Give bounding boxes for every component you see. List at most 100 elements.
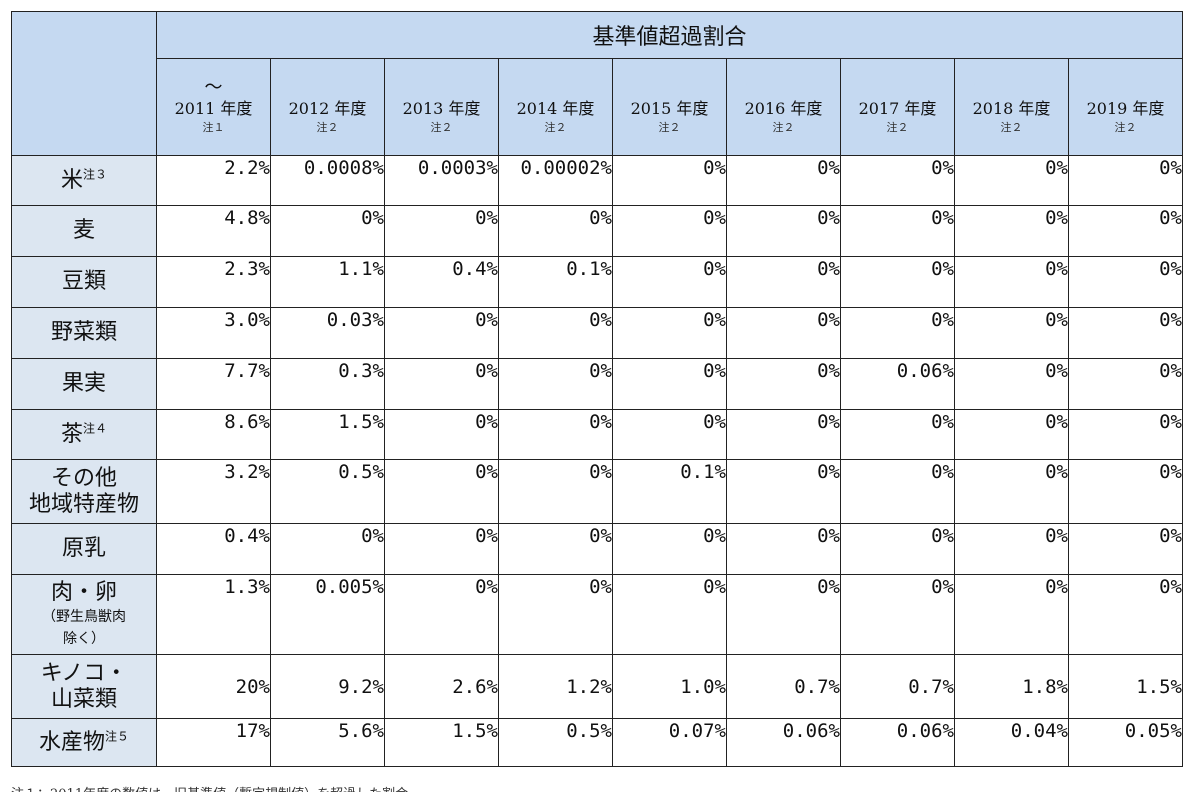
year-note: 注１ bbox=[202, 121, 225, 134]
value-cell: 0% bbox=[954, 155, 1069, 206]
value-cell: 20% bbox=[156, 654, 271, 719]
table-row: 茶注４ 8.6% 1.5% 0% 0% 0% 0% 0% 0% 0% bbox=[11, 409, 1183, 460]
year-note: 注２ bbox=[1000, 121, 1023, 134]
value-cell: 0% bbox=[612, 205, 727, 257]
year-tilde bbox=[1069, 78, 1182, 98]
year-note: 注２ bbox=[430, 121, 453, 134]
table-row: 肉・卵 （野生鳥獣肉 除く） 1.3% 0.005% 0% 0% 0% 0% 0% 0% 0% bbox=[11, 574, 1183, 655]
value-cell: 0% bbox=[954, 256, 1069, 308]
value-cell: 0% bbox=[726, 205, 841, 257]
value-cell: 0% bbox=[612, 574, 727, 655]
table-row: 米注３ 2.2% 0.0008% 0.0003% 0.00002% 0% 0% 0% 0% 0% bbox=[11, 155, 1183, 206]
year-label: 2015 年度 bbox=[630, 99, 709, 118]
value-cell: 0% bbox=[384, 307, 499, 359]
year-header-5: 2016 年度 注２ bbox=[726, 58, 841, 156]
row-label-note: 注５ bbox=[105, 729, 130, 744]
value-cell: 0% bbox=[840, 155, 955, 206]
value-cell: 0% bbox=[840, 256, 955, 308]
value-cell: 0% bbox=[726, 155, 841, 206]
value-cell: 0% bbox=[270, 523, 385, 575]
value-cell: 5.6% bbox=[270, 718, 385, 767]
row-label-note: 注３ bbox=[83, 167, 108, 182]
value-cell: 8.6% bbox=[156, 409, 271, 460]
value-cell: 0.06% bbox=[840, 718, 955, 767]
value-cell: 0% bbox=[612, 358, 727, 410]
table-row: 豆類 2.3% 1.1% 0.4% 0.1% 0% 0% 0% 0% 0% bbox=[11, 256, 1183, 308]
row-label-cell: 水産物注５ bbox=[11, 718, 157, 767]
value-cell: 17% bbox=[156, 718, 271, 767]
value-cell: 0% bbox=[726, 523, 841, 575]
value-cell: 1.3% bbox=[156, 574, 271, 655]
value-cell: 9.2% bbox=[270, 654, 385, 719]
year-header-row: ～ 2011 年度 注１ 2012 年度 注２ 2013 年度 注２ 2014 年度 注２… bbox=[12, 58, 1183, 156]
row-label-cell: 麦 bbox=[11, 205, 157, 257]
table-row: 原乳 0.4% 0% 0% 0% 0% 0% 0% 0% 0% bbox=[11, 523, 1183, 575]
value-cell: 0% bbox=[954, 459, 1069, 524]
row-label: 果実 bbox=[61, 371, 106, 396]
table-row: 野菜類 3.0% 0.03% 0% 0% 0% 0% 0% 0% 0% bbox=[11, 307, 1183, 359]
value-cell: 3.0% bbox=[156, 307, 271, 359]
value-cell: 0.06% bbox=[726, 718, 841, 767]
year-header-1: 2012 年度 注２ bbox=[270, 58, 385, 156]
value-cell: 0.07% bbox=[612, 718, 727, 767]
value-cell: 0% bbox=[1068, 459, 1183, 524]
value-cell: 0% bbox=[498, 205, 613, 257]
footnote: 注１：2011年度の数値は、旧基準値（暫定規制値）を超過した割合。 bbox=[11, 785, 1181, 792]
value-cell: 0% bbox=[270, 205, 385, 257]
value-cell: 0% bbox=[384, 205, 499, 257]
value-cell: 0% bbox=[726, 409, 841, 460]
corner-cell bbox=[11, 11, 157, 156]
row-label-note: 注４ bbox=[83, 421, 108, 436]
value-cell: 0% bbox=[498, 358, 613, 410]
row-label-cell: その他 地域特産物 bbox=[11, 459, 157, 524]
value-cell: 0% bbox=[384, 358, 499, 410]
year-tilde bbox=[613, 78, 726, 98]
value-cell: 0% bbox=[840, 307, 955, 359]
value-cell: 0% bbox=[1068, 205, 1183, 257]
value-cell: 1.2% bbox=[498, 654, 613, 719]
value-cell: 0.0008% bbox=[270, 155, 385, 206]
row-label: キノコ・ 山菜類 bbox=[40, 660, 128, 712]
year-label: 2017 年度 bbox=[858, 99, 937, 118]
value-cell: 0% bbox=[1068, 256, 1183, 308]
row-label-cell: 肉・卵 （野生鳥獣肉 除く） bbox=[11, 574, 157, 655]
value-cell: 0.3% bbox=[270, 358, 385, 410]
table-row: 果実 7.7% 0.3% 0% 0% 0% 0% 0.06% 0% 0% bbox=[11, 358, 1183, 410]
year-note: 注２ bbox=[658, 121, 681, 134]
value-cell: 0% bbox=[840, 205, 955, 257]
row-label: 茶 bbox=[60, 421, 83, 447]
row-label-cell: 原乳 bbox=[11, 523, 157, 575]
value-cell: 0.05% bbox=[1068, 718, 1183, 767]
value-cell: 0% bbox=[726, 459, 841, 524]
value-cell: 0.06% bbox=[840, 358, 955, 410]
year-note: 注２ bbox=[886, 121, 909, 134]
year-label: 2012 年度 bbox=[288, 99, 367, 118]
value-cell: 7.7% bbox=[156, 358, 271, 410]
value-cell: 1.8% bbox=[954, 654, 1069, 719]
row-label-sub: （野生鳥獣肉 除く） bbox=[42, 608, 126, 647]
value-cell: 0.0003% bbox=[384, 155, 499, 206]
row-label: 原乳 bbox=[61, 536, 106, 561]
value-cell: 0.4% bbox=[156, 523, 271, 575]
row-label: 麦 bbox=[72, 218, 95, 243]
year-tilde bbox=[841, 78, 954, 98]
value-cell: 0.7% bbox=[840, 654, 955, 719]
row-label: 豆類 bbox=[61, 269, 106, 294]
year-label: 2014 年度 bbox=[516, 99, 595, 118]
value-cell: 0% bbox=[1068, 409, 1183, 460]
table-row: 麦 4.8% 0% 0% 0% 0% 0% 0% 0% 0% bbox=[11, 205, 1183, 257]
value-cell: 0% bbox=[726, 574, 841, 655]
value-cell: 0% bbox=[498, 409, 613, 460]
value-cell: 0% bbox=[954, 307, 1069, 359]
value-cell: 0% bbox=[612, 523, 727, 575]
value-cell: 0.1% bbox=[498, 256, 613, 308]
value-cell: 0% bbox=[498, 523, 613, 575]
value-cell: 0% bbox=[840, 523, 955, 575]
value-cell: 2.6% bbox=[384, 654, 499, 719]
value-cell: 0.04% bbox=[954, 718, 1069, 767]
row-label: 水産物 bbox=[38, 729, 105, 755]
year-label: 2019 年度 bbox=[1086, 99, 1165, 118]
value-cell: 0% bbox=[954, 523, 1069, 575]
value-cell: 0% bbox=[954, 358, 1069, 410]
row-label: 肉・卵 bbox=[50, 579, 117, 605]
